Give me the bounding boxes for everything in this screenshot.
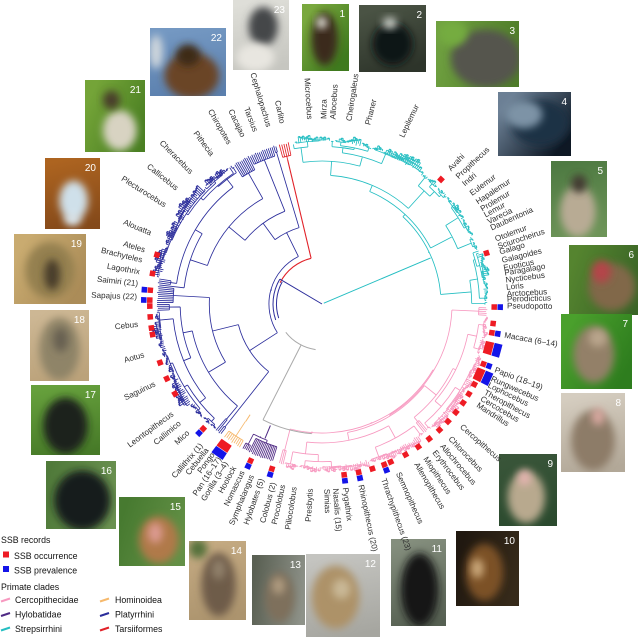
svg-text:Sapajus (22): Sapajus (22) [91,291,138,302]
svg-text:Pseudopotto: Pseudopotto [507,301,553,310]
svg-text:13: 13 [290,560,302,571]
svg-text:Callicebus: Callicebus [145,162,180,192]
svg-text:Tarsiiformes: Tarsiiformes [115,624,163,634]
svg-text:Carlito: Carlito [273,99,287,124]
svg-text:18: 18 [74,315,86,326]
svg-text:6: 6 [628,250,634,261]
svg-text:19: 19 [71,239,83,250]
svg-text:Hylobatidae: Hylobatidae [15,610,62,620]
svg-text:16: 16 [101,466,113,477]
svg-text:14: 14 [231,546,243,557]
svg-text:1: 1 [339,9,345,20]
svg-text:3: 3 [509,26,515,37]
svg-text:4: 4 [561,97,567,108]
svg-text:Loris: Loris [506,281,524,292]
svg-text:Platyrrhini: Platyrrhini [115,610,154,620]
svg-text:Pithecia: Pithecia [191,129,216,158]
svg-text:Macaca (6–14): Macaca (6–14) [504,331,559,349]
svg-text:SSB records: SSB records [1,535,51,545]
svg-text:Phaner: Phaner [363,98,378,126]
svg-text:8: 8 [615,398,621,409]
svg-text:17: 17 [85,390,97,401]
svg-text:Perodicticus: Perodicticus [507,294,551,304]
svg-text:11: 11 [432,544,443,555]
svg-text:Cercopithecidae: Cercopithecidae [15,595,79,605]
svg-text:Alouatta: Alouatta [122,218,153,238]
svg-text:Nasalis (15): Nasalis (15) [331,488,343,532]
svg-text:Saguinus: Saguinus [123,380,157,403]
svg-text:Allocebus: Allocebus [329,84,340,120]
svg-text:23: 23 [274,5,286,16]
svg-text:Lagothrix: Lagothrix [106,262,140,277]
svg-text:Cheracebus: Cheracebus [158,139,195,176]
svg-text:15: 15 [170,502,182,513]
svg-text:Aotus: Aotus [123,350,145,364]
svg-text:12: 12 [365,559,377,570]
svg-text:SSB prevalence: SSB prevalence [14,566,77,576]
svg-text:Cheirogaleus: Cheirogaleus [345,73,361,122]
svg-text:Presbytis: Presbytis [304,488,315,522]
svg-text:9: 9 [547,459,553,470]
svg-text:2: 2 [416,10,422,21]
svg-text:5: 5 [597,166,603,177]
svg-text:Lepilemur: Lepilemur [398,103,422,139]
svg-text:SSB occurrence: SSB occurrence [14,551,78,561]
svg-text:Hominoidea: Hominoidea [115,595,162,605]
svg-text:7: 7 [622,319,628,330]
svg-text:Microcebus: Microcebus [302,78,314,120]
svg-text:Rhinopithecus (20): Rhinopithecus (20) [356,484,379,553]
svg-text:21: 21 [130,85,142,96]
svg-text:Cebus: Cebus [114,320,138,332]
svg-text:Strepsirrhini: Strepsirrhini [15,624,62,634]
svg-text:10: 10 [504,536,516,547]
svg-text:Mirza: Mirza [319,99,328,119]
svg-text:Saimiri (21): Saimiri (21) [96,275,138,289]
svg-text:22: 22 [211,33,223,44]
svg-text:20: 20 [85,163,97,174]
svg-text:Primate clades: Primate clades [1,582,60,592]
svg-text:Pygathrix: Pygathrix [341,487,354,522]
svg-text:Arctocebus: Arctocebus [506,287,547,298]
svg-text:Simias: Simias [322,489,332,514]
